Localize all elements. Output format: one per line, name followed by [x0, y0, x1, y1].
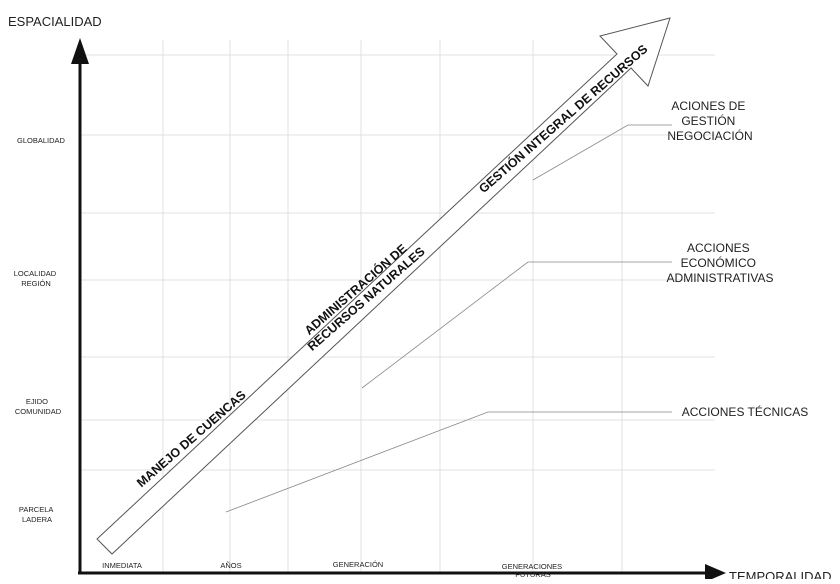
x-level-label: INMEDIATA: [102, 561, 142, 570]
x-level-label: GENERACIÓN: [333, 560, 383, 569]
action-label-tecnicas: ACCIONES TÉCNICAS: [682, 404, 808, 419]
y-level-label: LOCALIDAD REGIÓN: [14, 269, 59, 288]
x-axis-title: TEMPORALIDAD: [729, 569, 832, 579]
axes: [71, 38, 726, 582]
y-level-label: EJIDO COMUNIDAD: [15, 397, 62, 416]
y-axis-title: ESPACIALIDAD: [8, 14, 102, 29]
action-label-gestion: ACIONES DE GESTIÓN NEGOCIACIÓN: [667, 99, 752, 143]
action-label-economico: ACCIONES ECONÓMICO ADMINISTRATIVAS: [667, 241, 774, 285]
x-level-label: AÑOS: [220, 561, 241, 570]
grid: [80, 40, 715, 572]
x-axis-arrowhead: [705, 564, 726, 582]
arrow-band-label: GESTIÓN INTEGRAL DE RECURSOS: [476, 41, 651, 196]
y-axis-arrowhead: [71, 38, 89, 64]
leader-line-tecnicas: [225, 411, 672, 513]
y-level-label: PARCELA LADERA: [19, 505, 55, 524]
x-level-label: GENERACIONES FUTURAS: [502, 562, 565, 579]
y-level-label: GLOBALIDAD: [17, 136, 66, 145]
leader-line-economico: [361, 261, 672, 389]
leader-lines: [225, 124, 672, 513]
leader-line-gestion: [532, 124, 672, 181]
diagonal-arrow-band: [96, 17, 671, 555]
